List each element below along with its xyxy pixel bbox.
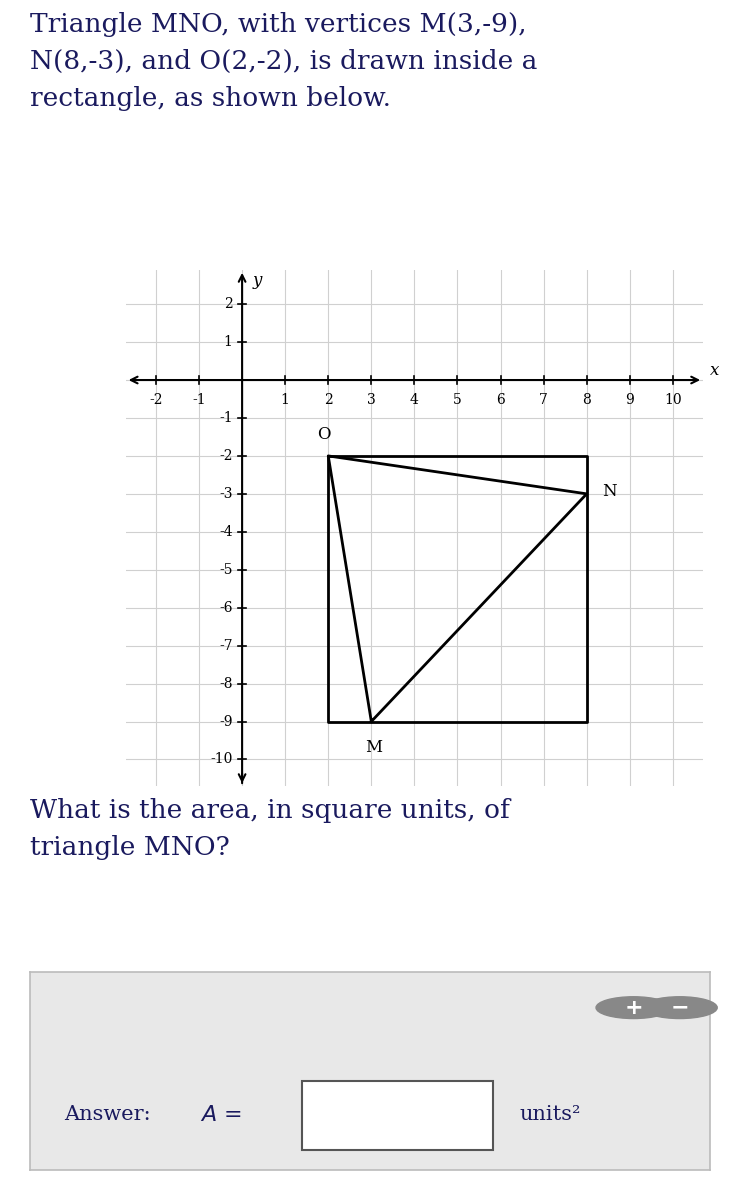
Text: -1: -1 <box>219 410 232 425</box>
Text: 10: 10 <box>664 394 682 407</box>
Text: 1: 1 <box>223 335 232 349</box>
Text: −: − <box>670 997 689 1018</box>
Text: y: y <box>253 272 262 289</box>
Text: -8: -8 <box>219 677 232 690</box>
Text: -4: -4 <box>219 524 232 539</box>
Text: What is the area, in square units, of
triangle MNO?: What is the area, in square units, of tr… <box>30 798 509 860</box>
Text: -7: -7 <box>219 638 232 653</box>
FancyBboxPatch shape <box>302 1081 493 1150</box>
Circle shape <box>596 997 671 1019</box>
Text: -6: -6 <box>219 601 232 614</box>
Text: 9: 9 <box>625 394 634 407</box>
Text: -2: -2 <box>149 394 163 407</box>
Text: Triangle MNO, with vertices M(3,-9),
N(8,-3), and O(2,-2), is drawn inside a
rec: Triangle MNO, with vertices M(3,-9), N(8… <box>30 12 537 110</box>
Text: -3: -3 <box>219 487 232 500</box>
Text: -9: -9 <box>219 714 232 728</box>
Text: 7: 7 <box>539 394 548 407</box>
Text: x: x <box>710 362 719 379</box>
Text: 5: 5 <box>453 394 462 407</box>
Circle shape <box>642 997 717 1019</box>
Text: -10: -10 <box>210 752 232 767</box>
Text: M: M <box>365 738 382 756</box>
Text: -5: -5 <box>219 563 232 577</box>
Text: 2: 2 <box>224 298 232 311</box>
Text: $\mathit{A}$ =: $\mathit{A}$ = <box>200 1104 241 1124</box>
Text: N: N <box>602 484 616 500</box>
Text: 1: 1 <box>280 394 289 407</box>
Text: 8: 8 <box>582 394 591 407</box>
Text: 3: 3 <box>367 394 376 407</box>
Text: -2: -2 <box>219 449 232 463</box>
Text: 6: 6 <box>497 394 505 407</box>
Text: 4: 4 <box>410 394 419 407</box>
Text: +: + <box>624 997 643 1018</box>
Text: units²: units² <box>519 1105 582 1124</box>
Text: Answer:: Answer: <box>64 1105 150 1124</box>
Text: 2: 2 <box>324 394 332 407</box>
Text: -1: -1 <box>192 394 206 407</box>
Text: O: O <box>317 426 331 443</box>
